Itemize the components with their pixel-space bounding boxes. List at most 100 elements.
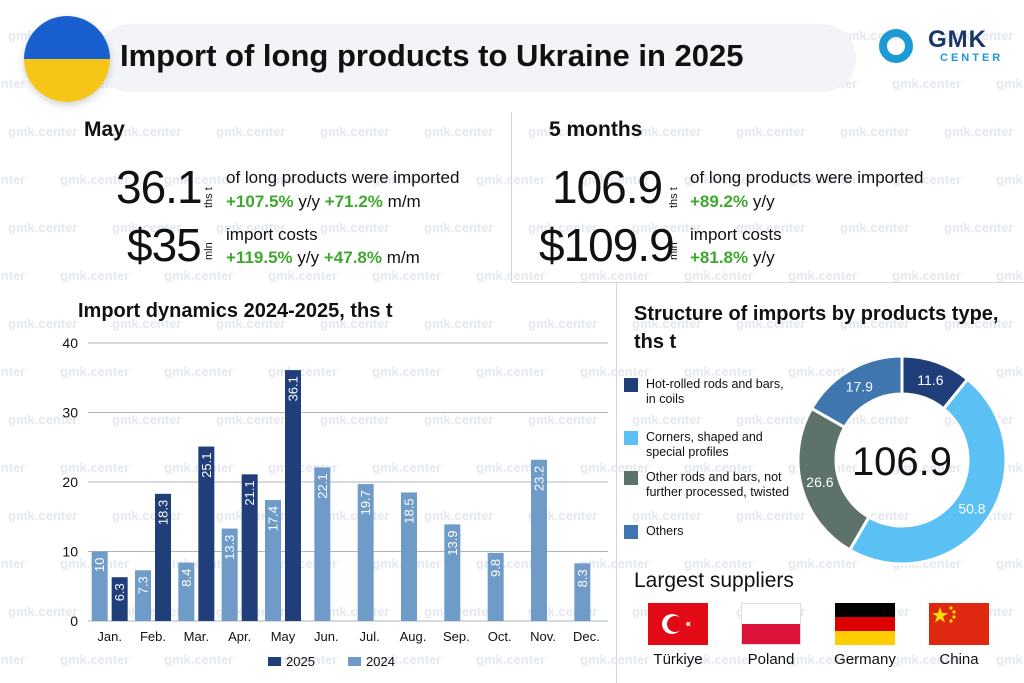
legend-corners: Corners, shaped and special profiles	[624, 430, 794, 460]
bar-value-label: 23.2	[532, 466, 547, 491]
bar-value-label: 21.1	[242, 480, 257, 505]
bar-2024	[401, 492, 417, 621]
bar-value-label: 18.3	[156, 500, 171, 525]
bar-2024	[531, 459, 547, 621]
logo-word: GMK	[928, 26, 987, 53]
supplier-name: Germany	[834, 651, 896, 668]
china-flag-icon	[929, 603, 989, 645]
bar-2024	[265, 500, 281, 621]
x-tick-label: Mar.	[184, 629, 209, 644]
bar-value-label: 25.1	[199, 453, 214, 478]
bar-value-label: 9.8	[488, 559, 503, 577]
bar-chart-title: Import dynamics 2024-2025, ths t	[78, 300, 393, 322]
y-tick-label: 10	[62, 544, 78, 560]
donut-chart: 11.6 50.8 26.6 17.9 106.9	[796, 354, 1008, 566]
x-tick-label: Jul.	[360, 629, 380, 644]
may-cost-unit: mln	[203, 242, 215, 260]
bar-value-label: 6.3	[112, 583, 127, 601]
bar-value-label: 36.1	[286, 376, 301, 401]
may-volume-yy: +107.5%	[226, 192, 294, 211]
bar-2024	[444, 524, 461, 621]
x-tick-label: May	[271, 629, 296, 644]
bar-2024	[178, 562, 195, 621]
may-volume: 36.1	[116, 161, 203, 213]
yy-label: y/y	[297, 248, 320, 267]
may-volume-mm: +71.2%	[324, 192, 383, 211]
legend-swatch	[624, 431, 638, 445]
page-title: Import of long products to Ukraine in 20…	[120, 38, 744, 73]
five-months-volume: 106.9	[552, 161, 663, 213]
may-cost-yy: +119.5%	[226, 248, 293, 267]
turkey-flag-icon	[648, 603, 708, 645]
title-background	[96, 24, 856, 92]
y-tick-label: 20	[62, 474, 78, 490]
y-tick-label: 30	[62, 405, 78, 421]
supplier-china: China	[914, 603, 1004, 668]
x-tick-label: Dec.	[573, 629, 600, 644]
poland-flag-icon	[741, 603, 801, 645]
donut-slice	[847, 377, 1008, 566]
bar-2025	[111, 577, 128, 621]
x-tick-label: Aug.	[400, 629, 427, 644]
legend-others: Others	[624, 524, 794, 539]
donut-value-label: 11.6	[917, 372, 943, 388]
donut-value-label: 26.6	[806, 474, 833, 490]
may-heading: May	[84, 118, 125, 141]
legend-swatch	[624, 471, 638, 485]
supplier-name: China	[939, 651, 979, 668]
x-tick-label: Jan.	[97, 629, 122, 644]
bar-value-label: 13.9	[445, 530, 460, 555]
divider	[512, 282, 1024, 283]
bar-value-label: 8.4	[179, 569, 194, 587]
legend-label: Hot-rolled rods and bars, in coils	[646, 377, 784, 406]
legend-swatch	[268, 657, 281, 666]
bar-2024	[487, 552, 504, 621]
five-months-cost: $109.9	[539, 219, 675, 271]
bar-value-label: 13.3	[222, 535, 237, 560]
bar-2024	[574, 563, 591, 621]
five-months-cost-changes: +81.8% y/y	[690, 248, 775, 268]
bar-value-label: 17.4	[266, 506, 281, 531]
y-tick-label: 40	[62, 335, 78, 351]
bar-2025	[241, 474, 258, 621]
five-months-cost-desc: import costs	[690, 225, 782, 244]
structure-title: Structure of imports by products type, t…	[634, 303, 999, 353]
donut-slice	[809, 354, 904, 430]
bar-value-label: 18.5	[402, 498, 417, 523]
bar-2024	[91, 551, 108, 621]
supplier-germany: Germany	[820, 603, 910, 668]
y-tick-label: 0	[70, 613, 78, 629]
bar-value-label: 19.7	[358, 490, 373, 515]
legend-label: 2025	[286, 654, 315, 669]
mm-label: m/m	[386, 248, 420, 267]
legend-label: Other rods and bars, not further process…	[646, 470, 790, 499]
divider	[511, 112, 512, 282]
bar-value-label: 10	[92, 558, 107, 572]
x-tick-label: Jun.	[314, 629, 339, 644]
legend-swatch	[624, 525, 638, 539]
donut-center-label: 106.9	[852, 440, 952, 484]
legend-swatch	[348, 657, 361, 666]
x-tick-label: Feb.	[140, 629, 166, 644]
five-months-cost-unit: mln	[668, 242, 680, 260]
legend-other-rods: Other rods and bars, not further process…	[624, 470, 794, 500]
five-months-cost-yy: +81.8%	[690, 248, 749, 267]
bar-value-label: 22.1	[315, 473, 330, 498]
suppliers-title: Largest suppliers	[634, 569, 794, 592]
legend-label: Corners, shaped and special profiles	[646, 430, 763, 459]
legend-swatch	[624, 378, 638, 392]
may-cost-desc: import costs	[226, 225, 318, 244]
divider	[616, 283, 617, 683]
gmk-logo: GMK CENTER	[878, 24, 1008, 68]
five-months-heading: 5 months	[549, 118, 643, 141]
donut-value-label: 17.9	[846, 378, 873, 394]
supplier-name: Poland	[747, 651, 795, 668]
ukraine-flag-icon	[24, 16, 110, 102]
x-tick-label: Sep.	[443, 629, 470, 644]
donut-value-label: 50.8	[958, 500, 985, 516]
yy-label: y/y	[752, 248, 775, 267]
may-volume-changes: +107.5% y/y +71.2% m/m	[226, 192, 421, 212]
legend-hot-rolled: Hot-rolled rods and bars, in coils	[624, 377, 794, 407]
yy-label: y/y	[752, 192, 775, 211]
bar-2024	[314, 467, 331, 621]
